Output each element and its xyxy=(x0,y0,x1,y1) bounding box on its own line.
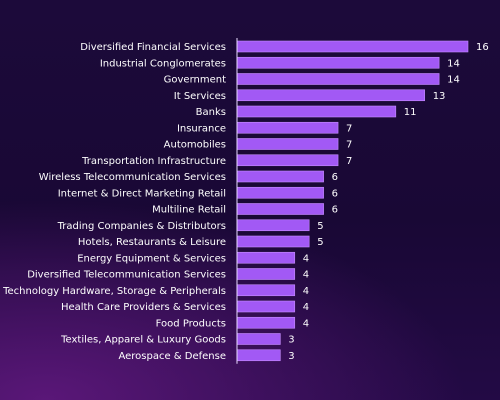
bar xyxy=(236,219,310,232)
bar xyxy=(236,154,339,167)
category-label: Industrial Conglomerates xyxy=(100,58,226,69)
category-label: Trading Companies & Distributors xyxy=(57,221,226,232)
value-label: 16 xyxy=(476,42,489,53)
value-label: 14 xyxy=(447,75,460,86)
category-label: Food Products xyxy=(156,318,226,329)
bar xyxy=(236,138,339,150)
category-label: Technology Hardware, Storage & Periphera… xyxy=(2,286,226,297)
value-label: 6 xyxy=(332,205,338,216)
category-label: Textiles, Apparel & Luxury Goods xyxy=(60,335,226,346)
category-label: Multiline Retail xyxy=(152,205,226,216)
value-label: 7 xyxy=(346,156,352,167)
bar xyxy=(236,89,425,102)
value-label: 13 xyxy=(433,91,446,102)
bar xyxy=(236,203,324,215)
category-label: Automobiles xyxy=(164,140,226,151)
bar xyxy=(236,40,469,53)
value-label: 4 xyxy=(303,270,309,281)
bar xyxy=(236,284,296,297)
value-label: 11 xyxy=(404,107,417,118)
bar xyxy=(236,349,281,362)
bar xyxy=(236,251,296,264)
value-label: 3 xyxy=(288,335,294,346)
category-label: Banks xyxy=(196,107,226,118)
value-label: 4 xyxy=(303,318,309,329)
bar xyxy=(236,235,310,248)
category-label: Energy Equipment & Services xyxy=(77,253,226,264)
bar xyxy=(236,186,324,199)
value-label: 7 xyxy=(346,140,352,151)
value-label: 5 xyxy=(317,237,323,248)
category-label: Wireless Telecommunication Services xyxy=(39,172,226,183)
category-label: Transportation Infrastructure xyxy=(81,156,226,167)
bar xyxy=(236,333,281,345)
value-label: 6 xyxy=(332,188,338,199)
bar xyxy=(236,170,324,183)
category-label: Health Care Providers & Services xyxy=(61,302,226,313)
category-labels: Diversified Financial Services Industrial… xyxy=(2,42,226,362)
value-label: 4 xyxy=(303,302,309,313)
value-label: 7 xyxy=(346,123,352,134)
category-label: Internet & Direct Marketing Retail xyxy=(58,188,226,199)
bar xyxy=(236,73,440,85)
category-label: It Services xyxy=(174,91,226,102)
value-label: 4 xyxy=(303,253,309,264)
value-label: 5 xyxy=(317,221,323,232)
category-label: Diversified Financial Services xyxy=(80,42,226,53)
value-label: 14 xyxy=(447,58,460,69)
bar xyxy=(236,56,440,69)
bar xyxy=(236,300,296,313)
category-label: Hotels, Restaurants & Leisure xyxy=(78,237,226,248)
bar xyxy=(236,121,339,134)
bar xyxy=(236,316,296,329)
category-label: Government xyxy=(164,75,226,86)
value-label: 6 xyxy=(332,172,338,183)
value-label: 4 xyxy=(303,286,309,297)
bar xyxy=(236,105,397,118)
value-label: 3 xyxy=(288,351,294,362)
category-label: Insurance xyxy=(177,123,226,134)
bar xyxy=(236,268,296,280)
bars-layer xyxy=(236,40,469,362)
category-label: Diversified Telecommunication Services xyxy=(27,270,226,281)
category-label: Aerospace & Defense xyxy=(118,351,226,362)
